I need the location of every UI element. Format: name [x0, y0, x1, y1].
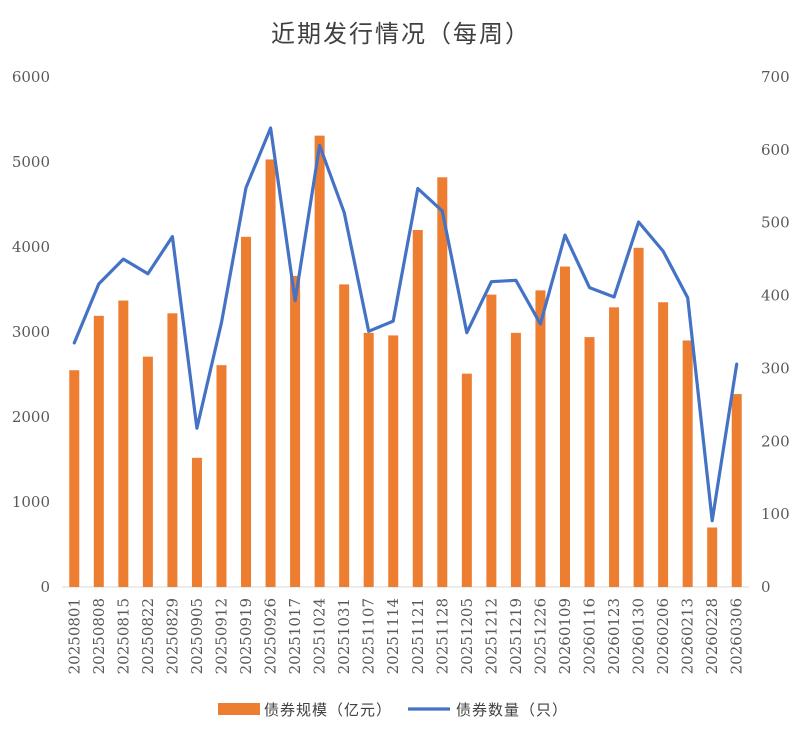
- x-tick-label: 20260206: [654, 598, 672, 674]
- bar: [339, 284, 350, 587]
- x-tick-label: 20251017: [286, 598, 304, 674]
- bar: [559, 266, 570, 587]
- x-tick-label: 20251024: [311, 598, 329, 674]
- x-tick-label: 20260123: [605, 598, 623, 674]
- left-tick-label: 2000: [12, 408, 50, 426]
- bar: [461, 373, 472, 587]
- legend-label-line: 债券数量（只）: [456, 701, 568, 719]
- line-series: [72, 126, 739, 523]
- chart-title: 近期发行情况（每周）: [271, 20, 531, 48]
- legend-label-bar: 债券规模（亿元）: [264, 701, 392, 719]
- x-tick-label: 20260116: [581, 598, 599, 674]
- left-tick-label: 5000: [12, 153, 50, 171]
- bar: [290, 275, 301, 587]
- x-tick-label: 20260130: [630, 598, 648, 674]
- bar: [486, 294, 497, 587]
- bar: [241, 236, 252, 588]
- legend-swatch-bar: [218, 703, 260, 715]
- bar: [535, 290, 546, 587]
- x-tick-label: 20250926: [262, 598, 280, 674]
- x-tick-label: 20251031: [335, 598, 353, 674]
- left-axis: 0 1000 2000 3000 4000 5000 6000: [12, 68, 50, 596]
- right-tick-label: 600: [761, 141, 790, 159]
- x-tick-label: 20260306: [728, 598, 746, 674]
- bar: [682, 340, 693, 587]
- bar: [388, 335, 399, 587]
- bar: [69, 370, 80, 587]
- left-tick-label: 3000: [12, 323, 50, 341]
- right-tick-label: 0: [761, 578, 771, 596]
- right-tick-label: 700: [761, 68, 790, 86]
- bar: [510, 332, 521, 587]
- x-tick-label: 20251205: [458, 598, 476, 674]
- right-tick-label: 300: [761, 359, 790, 377]
- x-tick-label: 20250808: [90, 598, 108, 674]
- x-tick-label: 20260213: [679, 598, 697, 674]
- x-tick-label: 20250801: [65, 598, 83, 674]
- x-tick-label: 20251226: [531, 598, 549, 674]
- bar: [118, 300, 129, 587]
- x-tick-label: 20251107: [360, 598, 378, 674]
- left-tick-label: 4000: [12, 238, 50, 256]
- left-tick-label: 0: [40, 578, 50, 596]
- x-tick-label: 20250822: [139, 598, 157, 674]
- bar: [314, 135, 325, 587]
- x-tick-label: 20251219: [507, 598, 525, 674]
- bar: [609, 307, 620, 587]
- bar: [707, 527, 718, 587]
- bar: [93, 315, 104, 587]
- bar: [437, 177, 448, 588]
- x-tick-label: 20251212: [482, 598, 500, 674]
- right-tick-label: 200: [761, 432, 790, 450]
- bar: [265, 159, 276, 587]
- bar: [412, 230, 423, 587]
- x-tick-label: 20250829: [163, 598, 181, 674]
- bar: [191, 457, 202, 587]
- x-tick-label: 20250912: [212, 598, 230, 674]
- left-tick-label: 1000: [12, 493, 50, 511]
- bar: [633, 247, 644, 587]
- bar: [363, 332, 374, 587]
- left-tick-label: 6000: [12, 68, 50, 86]
- right-axis: 0 100 200 300 400 500 600 700: [761, 68, 790, 596]
- bar: [658, 302, 669, 587]
- bar: [142, 356, 153, 587]
- x-tick-label: 20250919: [237, 598, 255, 674]
- x-tick-label: 20251114: [384, 598, 402, 674]
- bar: [216, 365, 227, 587]
- bar: [731, 394, 742, 587]
- x-tick-label: 20251121: [409, 598, 427, 674]
- right-tick-label: 400: [761, 287, 790, 305]
- x-tick-label: 20260109: [556, 598, 574, 674]
- right-tick-label: 500: [761, 214, 790, 232]
- x-axis-labels: 20250801 20250808 20250815 20250822 20250829…: [65, 598, 745, 674]
- x-tick-label: 20250815: [114, 598, 132, 674]
- bar-series: [69, 135, 742, 588]
- bar: [167, 313, 178, 587]
- x-tick-label: 20251128: [433, 598, 451, 674]
- x-tick-label: 20260228: [703, 598, 721, 674]
- right-tick-label: 100: [761, 505, 790, 523]
- bar: [584, 337, 595, 587]
- legend: 债券规模（亿元） 债券数量（只）: [218, 701, 568, 719]
- x-tick-label: 20250905: [188, 598, 206, 674]
